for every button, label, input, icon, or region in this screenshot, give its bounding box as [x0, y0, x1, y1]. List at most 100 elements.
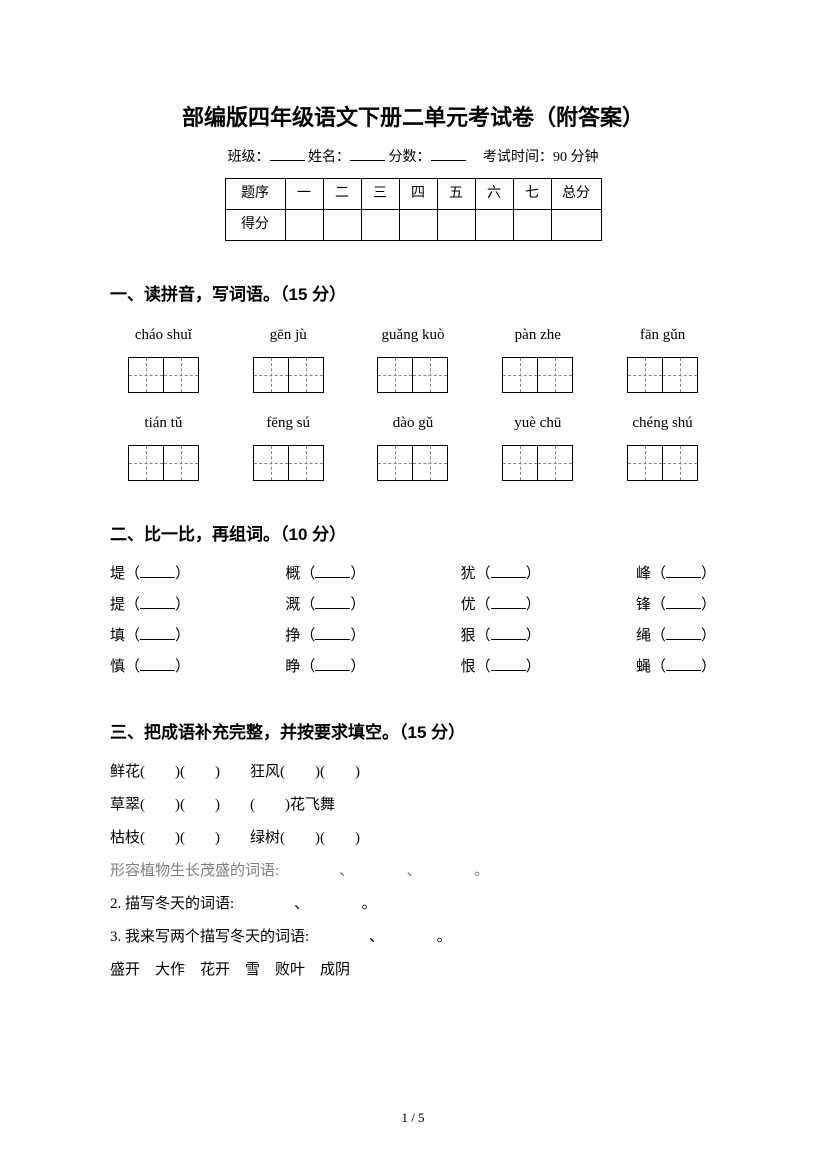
idiom-question: 2. 描写冬天的词语: 、 。	[110, 892, 716, 916]
idiom-question: 3. 我来写两个描写冬天的词语: 、 。	[110, 925, 716, 949]
compare-item: 蝇（）	[636, 655, 716, 679]
table-cell: 总分	[551, 178, 601, 209]
info-line: 班级： 姓名： 分数： 考试时间：90 分钟	[110, 147, 716, 169]
score-blank[interactable]	[431, 147, 466, 161]
char-box[interactable]	[288, 445, 324, 481]
word-blank[interactable]	[666, 657, 701, 671]
table-cell[interactable]	[551, 209, 601, 240]
word-blank[interactable]	[140, 564, 175, 578]
word-blank[interactable]	[666, 595, 701, 609]
class-blank[interactable]	[270, 147, 305, 161]
table-cell[interactable]	[323, 209, 361, 240]
word-blank[interactable]	[491, 657, 526, 671]
word-blank[interactable]	[140, 626, 175, 640]
class-label: 班级：	[228, 150, 270, 165]
pinyin-label: pàn zhe	[484, 323, 591, 347]
char-box[interactable]	[537, 357, 573, 393]
pinyin-label: cháo shuǐ	[110, 323, 217, 347]
table-cell: 四	[399, 178, 437, 209]
char-box[interactable]	[128, 357, 164, 393]
table-cell: 得分	[225, 209, 285, 240]
table-cell: 题序	[225, 178, 285, 209]
compare-item: 狠（）	[461, 624, 541, 648]
word-blank[interactable]	[666, 564, 701, 578]
char-box[interactable]	[288, 357, 324, 393]
table-cell: 一	[285, 178, 323, 209]
word-blank[interactable]	[491, 595, 526, 609]
pinyin-label: fān gǔn	[609, 323, 716, 347]
char-box[interactable]	[128, 445, 164, 481]
compare-col: 峰（） 锋（） 绳（） 蝇（）	[636, 562, 716, 679]
section2-heading: 二、比一比，再组词。（10 分）	[110, 521, 716, 548]
table-cell[interactable]	[399, 209, 437, 240]
char-box[interactable]	[662, 357, 698, 393]
compare-col: 概（） 溉（） 挣（） 睁（）	[285, 562, 365, 679]
table-cell: 五	[437, 178, 475, 209]
compare-item: 睁（）	[285, 655, 365, 679]
char-box[interactable]	[662, 445, 698, 481]
char-box[interactable]	[377, 357, 413, 393]
score-label: 分数：	[389, 150, 431, 165]
word-blank[interactable]	[491, 626, 526, 640]
word-blank[interactable]	[315, 626, 350, 640]
section3-heading: 三、把成语补充完整，并按要求填空。（15 分）	[110, 719, 716, 746]
page-title: 部编版四年级语文下册二单元考试卷（附答案）	[110, 100, 716, 135]
word-blank[interactable]	[140, 595, 175, 609]
name-blank[interactable]	[350, 147, 385, 161]
char-box[interactable]	[253, 357, 289, 393]
word-blank[interactable]	[315, 595, 350, 609]
word-blank[interactable]	[315, 564, 350, 578]
compare-item: 挣（）	[285, 624, 365, 648]
compare-item: 峰（）	[636, 562, 716, 586]
char-box[interactable]	[412, 445, 448, 481]
compare-table: 堤（） 提（） 填（） 慎（） 概（） 溉（） 挣（） 睁（） 犹（） 优（） …	[110, 562, 716, 679]
word-blank[interactable]	[315, 657, 350, 671]
pinyin-row-1-boxes	[110, 357, 716, 393]
table-cell: 三	[361, 178, 399, 209]
pinyin-label: yuè chū	[484, 411, 591, 435]
word-blank[interactable]	[666, 626, 701, 640]
compare-item: 优（）	[461, 593, 541, 617]
char-box[interactable]	[627, 445, 663, 481]
section1-heading: 一、读拼音，写词语。（15 分）	[110, 281, 716, 308]
idiom-line: 枯枝( )( ) 绿树( )( )	[110, 826, 716, 850]
compare-item: 提（）	[110, 593, 190, 617]
table-cell: 七	[513, 178, 551, 209]
compare-item: 慎（）	[110, 655, 190, 679]
pinyin-row-1-labels: cháo shuǐ gēn jù guǎng kuò pàn zhe fān g…	[110, 323, 716, 351]
table-cell[interactable]	[475, 209, 513, 240]
compare-item: 堤（）	[110, 562, 190, 586]
idiom-line: 鲜花( )( ) 狂风( )( )	[110, 760, 716, 784]
pinyin-label: chéng shú	[609, 411, 716, 435]
compare-col: 堤（） 提（） 填（） 慎（）	[110, 562, 190, 679]
table-cell[interactable]	[513, 209, 551, 240]
pinyin-label: tián tǔ	[110, 411, 217, 435]
char-box[interactable]	[163, 445, 199, 481]
pinyin-label: guǎng kuò	[360, 323, 467, 347]
word-blank[interactable]	[140, 657, 175, 671]
char-box[interactable]	[163, 357, 199, 393]
compare-item: 填（）	[110, 624, 190, 648]
compare-item: 溉（）	[285, 593, 365, 617]
char-box[interactable]	[502, 357, 538, 393]
compare-item: 绳（）	[636, 624, 716, 648]
table-row: 得分	[225, 209, 601, 240]
page-footer: 1 / 5	[0, 1108, 826, 1129]
table-cell[interactable]	[437, 209, 475, 240]
char-box[interactable]	[377, 445, 413, 481]
table-cell[interactable]	[361, 209, 399, 240]
char-box[interactable]	[627, 357, 663, 393]
compare-item: 犹（）	[461, 562, 541, 586]
compare-item: 锋（）	[636, 593, 716, 617]
idiom-line: 草翠( )( ) ( )花飞舞	[110, 793, 716, 817]
char-box[interactable]	[253, 445, 289, 481]
char-box[interactable]	[502, 445, 538, 481]
pinyin-label: gēn jù	[235, 323, 342, 347]
char-box[interactable]	[412, 357, 448, 393]
table-cell: 二	[323, 178, 361, 209]
pinyin-row-2-boxes	[110, 445, 716, 481]
char-box[interactable]	[537, 445, 573, 481]
word-bank: 盛开 大作 花开 雪 败叶 成阴	[110, 958, 716, 982]
table-cell[interactable]	[285, 209, 323, 240]
word-blank[interactable]	[491, 564, 526, 578]
